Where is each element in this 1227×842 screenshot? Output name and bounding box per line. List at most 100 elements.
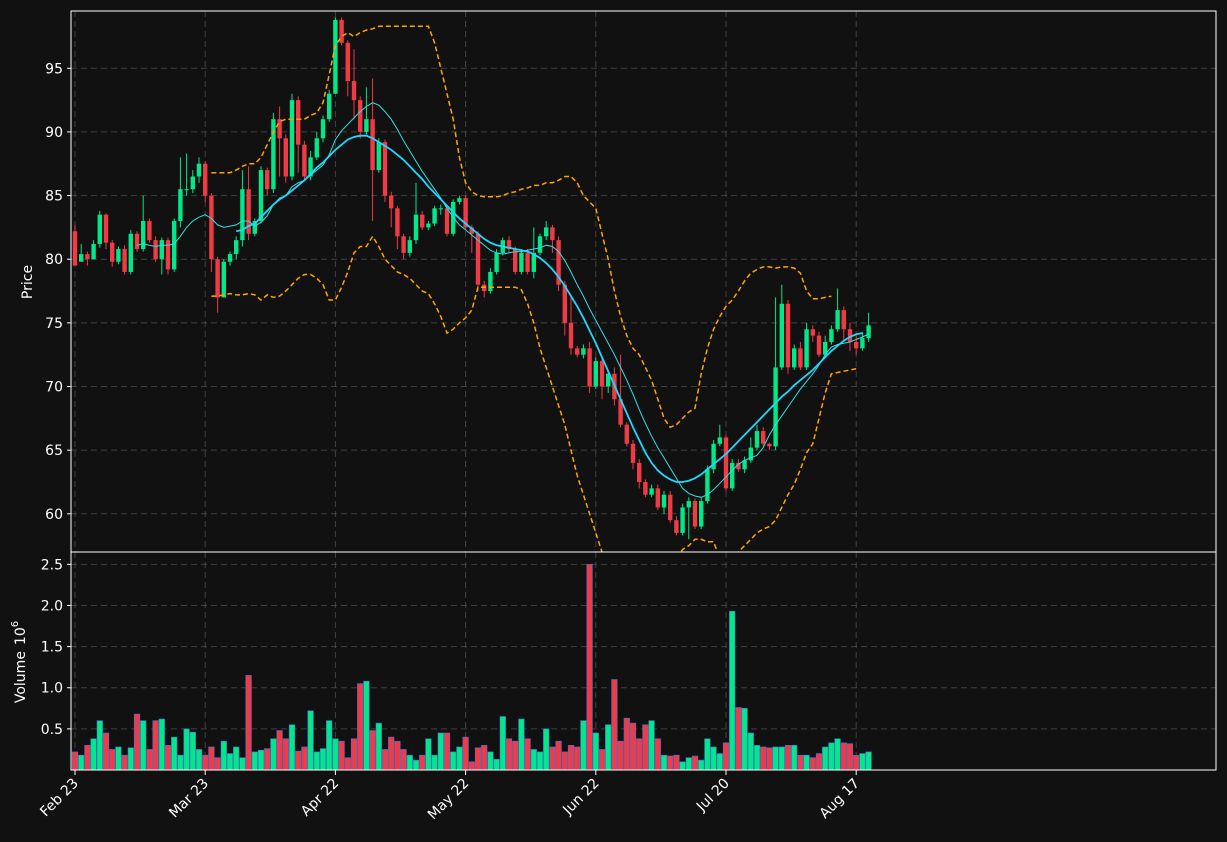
candle-body — [686, 501, 691, 508]
candle-body — [544, 227, 549, 237]
candle-body — [742, 460, 747, 470]
price-tick-label: 85 — [45, 189, 63, 205]
candle-body — [227, 254, 233, 262]
volume-bar — [654, 738, 661, 770]
volume-bar — [474, 747, 482, 770]
volume-axis-label-text: Volume — [13, 651, 29, 703]
volume-bar — [121, 754, 128, 770]
volume-bar — [400, 749, 407, 770]
volume-bar — [183, 728, 190, 770]
volume-bar — [195, 749, 203, 770]
candle-body — [457, 198, 462, 202]
candle-body — [711, 443, 716, 470]
candle-body — [581, 348, 586, 355]
volume-bar — [133, 713, 141, 770]
volume-bar — [698, 759, 705, 770]
volume-bar — [462, 736, 469, 770]
volume-bar — [425, 738, 432, 770]
candle-body — [364, 119, 369, 132]
volume-bar — [456, 746, 463, 770]
volume-bar — [394, 740, 401, 770]
candle-body — [103, 214, 109, 243]
candle-body — [122, 249, 127, 272]
volume-bar — [226, 753, 234, 770]
candle-body — [847, 329, 853, 342]
volume-bar — [450, 751, 457, 770]
volume-bar — [431, 754, 438, 770]
volume-tick-label: 1.5 — [41, 640, 63, 656]
candle-body — [234, 240, 239, 255]
volume-bar — [115, 746, 122, 770]
candle-body — [587, 348, 592, 387]
volume-axis-label-exponent: 6 — [10, 621, 21, 627]
volume-bar — [766, 747, 773, 770]
volume-tick-label: 0.5 — [41, 722, 63, 738]
volume-bar — [716, 753, 723, 770]
volume-bar — [214, 757, 221, 770]
candle-body — [246, 189, 251, 234]
volume-bar — [555, 740, 562, 770]
candle-body — [134, 233, 140, 250]
volume-bar — [363, 680, 370, 770]
candle-body — [854, 341, 859, 349]
candle-body — [761, 431, 766, 444]
candle-body — [649, 488, 654, 495]
candle-body — [488, 271, 493, 292]
candle-body — [116, 249, 121, 262]
candle-body — [389, 195, 394, 209]
bollinger-lower-line — [211, 234, 857, 552]
candle-body — [779, 303, 784, 368]
volume-bar — [549, 746, 556, 770]
volume-bar — [164, 745, 172, 770]
candle-body — [91, 243, 96, 260]
volume-bar — [679, 761, 686, 770]
volume-bar — [493, 759, 500, 770]
price-tick-label: 60 — [45, 507, 63, 523]
price-tick-label: 65 — [45, 443, 63, 459]
volume-bar — [90, 738, 97, 770]
volume-bar — [729, 610, 736, 770]
volume-bar — [208, 746, 215, 770]
candle-body — [277, 119, 282, 139]
candle-body — [345, 42, 350, 82]
volume-bar — [530, 749, 537, 770]
candle-body — [413, 214, 419, 241]
volume-bar — [605, 724, 612, 770]
candle-body — [172, 221, 177, 270]
volume-bar — [691, 755, 699, 770]
candle-body — [593, 361, 598, 387]
volume-bar — [710, 746, 717, 770]
volume-bar — [233, 746, 240, 770]
candle-body — [519, 252, 524, 272]
candle-body — [165, 240, 171, 270]
candle-body — [420, 214, 425, 228]
volume-bar — [481, 745, 488, 770]
candle-body — [531, 252, 536, 272]
volume-bar — [803, 754, 810, 770]
volume-bar — [580, 720, 587, 770]
candle-body — [798, 348, 803, 368]
volume-bar — [747, 732, 754, 770]
candle-body — [128, 233, 133, 272]
volume-bar — [245, 675, 252, 770]
volume-bar — [753, 745, 761, 770]
candle-body — [265, 170, 270, 190]
candle-body — [699, 501, 704, 527]
candle-body — [754, 431, 760, 448]
candle-body — [196, 163, 202, 177]
volume-bar — [288, 724, 296, 770]
candle-body — [736, 462, 741, 470]
candle-body — [97, 214, 102, 244]
volume-bar — [815, 753, 823, 770]
candle-body — [692, 501, 698, 527]
candle-body — [426, 223, 431, 228]
candle-body — [866, 325, 871, 339]
candle-body — [178, 189, 183, 222]
volume-bar — [524, 738, 531, 770]
volume-bar — [146, 749, 153, 770]
volume-bar — [189, 731, 196, 770]
bollinger-upper-line — [211, 25, 832, 429]
candle-body — [463, 198, 468, 228]
candle-body — [655, 488, 660, 508]
volume-bar — [177, 754, 184, 770]
